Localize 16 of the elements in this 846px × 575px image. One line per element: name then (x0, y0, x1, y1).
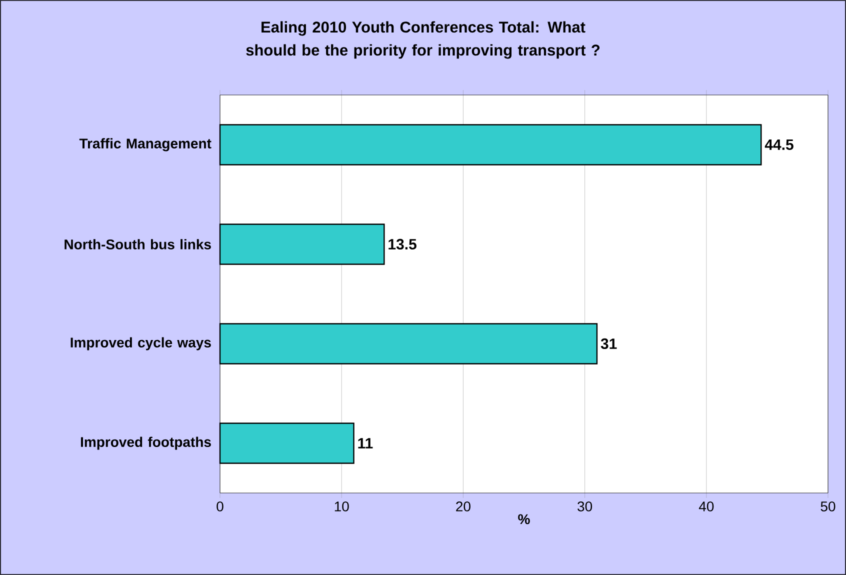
x-axis-title: % (518, 514, 530, 524)
x-tick-label: 30 (578, 502, 592, 512)
chart-title: Ealing 2010 Youth Conferences Total: What should be the priority for improving transport ? (246, 21, 600, 59)
y-tick-label: Improved cycle ways (70, 337, 211, 350)
y-tick-label: Traffic Management (79, 138, 212, 152)
x-tick-label: 50 (820, 502, 836, 512)
x-tick-label: 10 (334, 502, 349, 512)
x-tick-label: 0 (216, 502, 224, 512)
x-tick-label: 20 (456, 502, 470, 512)
y-tick-label: Improved footpaths (80, 436, 211, 450)
y-tick-label: North-South bus links (64, 239, 211, 250)
data-label: 11 (358, 438, 373, 448)
x-tick-label: 40 (698, 502, 714, 512)
data-label: 44.5 (764, 140, 794, 150)
data-label: 31 (600, 338, 617, 350)
data-label: 13.5 (388, 238, 416, 250)
